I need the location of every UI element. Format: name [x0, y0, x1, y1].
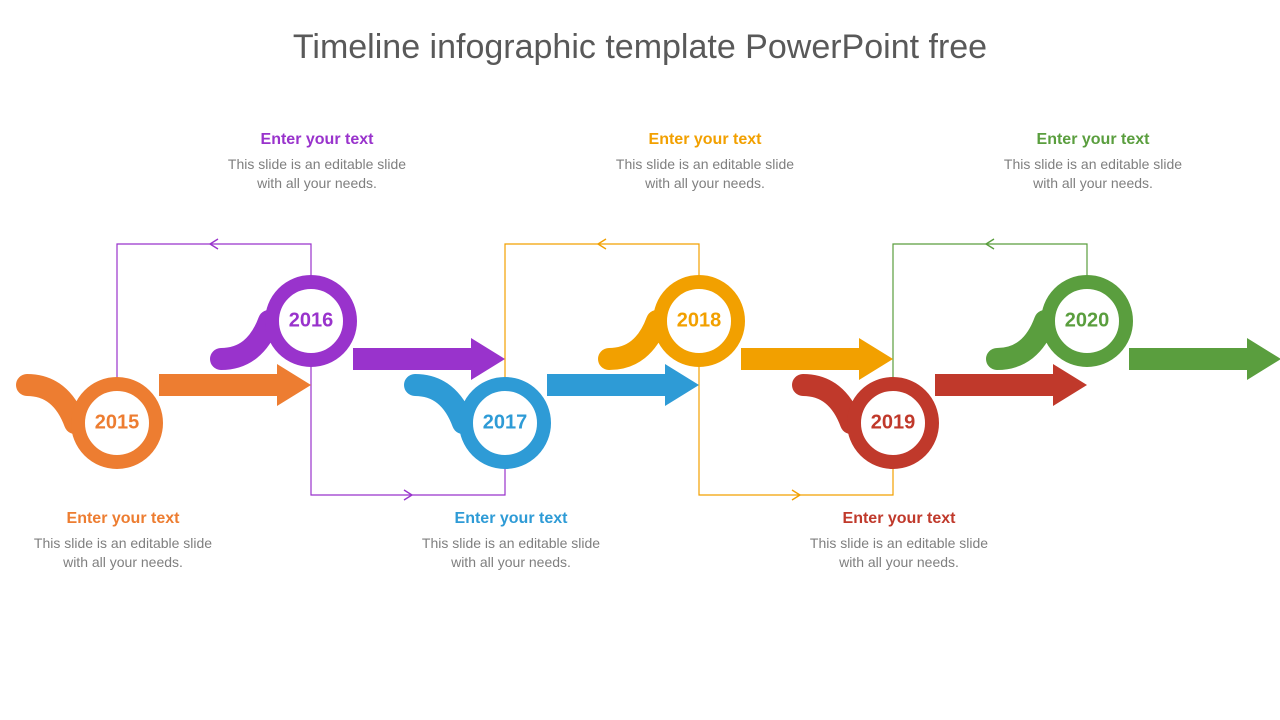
- timeline-text-title: Enter your text: [28, 510, 218, 528]
- timeline-text-2019: Enter your text This slide is an editable…: [804, 510, 994, 572]
- timeline-text-body: This slide is an editable slide with all…: [998, 155, 1188, 193]
- timeline-text-title: Enter your text: [804, 510, 994, 528]
- timeline-text-2017: Enter your text This slide is an editable…: [416, 510, 606, 572]
- timeline-text-title: Enter your text: [416, 510, 606, 528]
- timeline-text-body: This slide is an editable slide with all…: [610, 155, 800, 193]
- timeline-node-2019: [803, 364, 1087, 462]
- year-label-2019: 2019: [871, 412, 916, 435]
- year-label-2017: 2017: [483, 412, 528, 435]
- timeline-text-2016: Enter your text This slide is an editable…: [222, 131, 412, 193]
- timeline-text-body: This slide is an editable slide with all…: [28, 534, 218, 572]
- timeline-text-body: This slide is an editable slide with all…: [222, 155, 412, 193]
- year-label-2015: 2015: [95, 412, 140, 435]
- timeline-text-title: Enter your text: [998, 131, 1188, 149]
- timeline-text-2015: Enter your text This slide is an editable…: [28, 510, 218, 572]
- timeline-canvas: [0, 0, 1280, 720]
- timeline-node-2017: [415, 364, 699, 462]
- year-label-2020: 2020: [1065, 310, 1110, 333]
- year-label-2016: 2016: [289, 310, 334, 333]
- timeline-text-title: Enter your text: [610, 131, 800, 149]
- year-label-2018: 2018: [677, 310, 722, 333]
- timeline-text-title: Enter your text: [222, 131, 412, 149]
- timeline-text-2020: Enter your text This slide is an editable…: [998, 131, 1188, 193]
- timeline-node-2018: [609, 282, 893, 380]
- timeline-node-2015: [27, 364, 311, 462]
- timeline-text-body: This slide is an editable slide with all…: [416, 534, 606, 572]
- timeline-text-2018: Enter your text This slide is an editable…: [610, 131, 800, 193]
- timeline-node-2020: [997, 282, 1280, 380]
- timeline-node-2016: [221, 282, 505, 380]
- timeline-text-body: This slide is an editable slide with all…: [804, 534, 994, 572]
